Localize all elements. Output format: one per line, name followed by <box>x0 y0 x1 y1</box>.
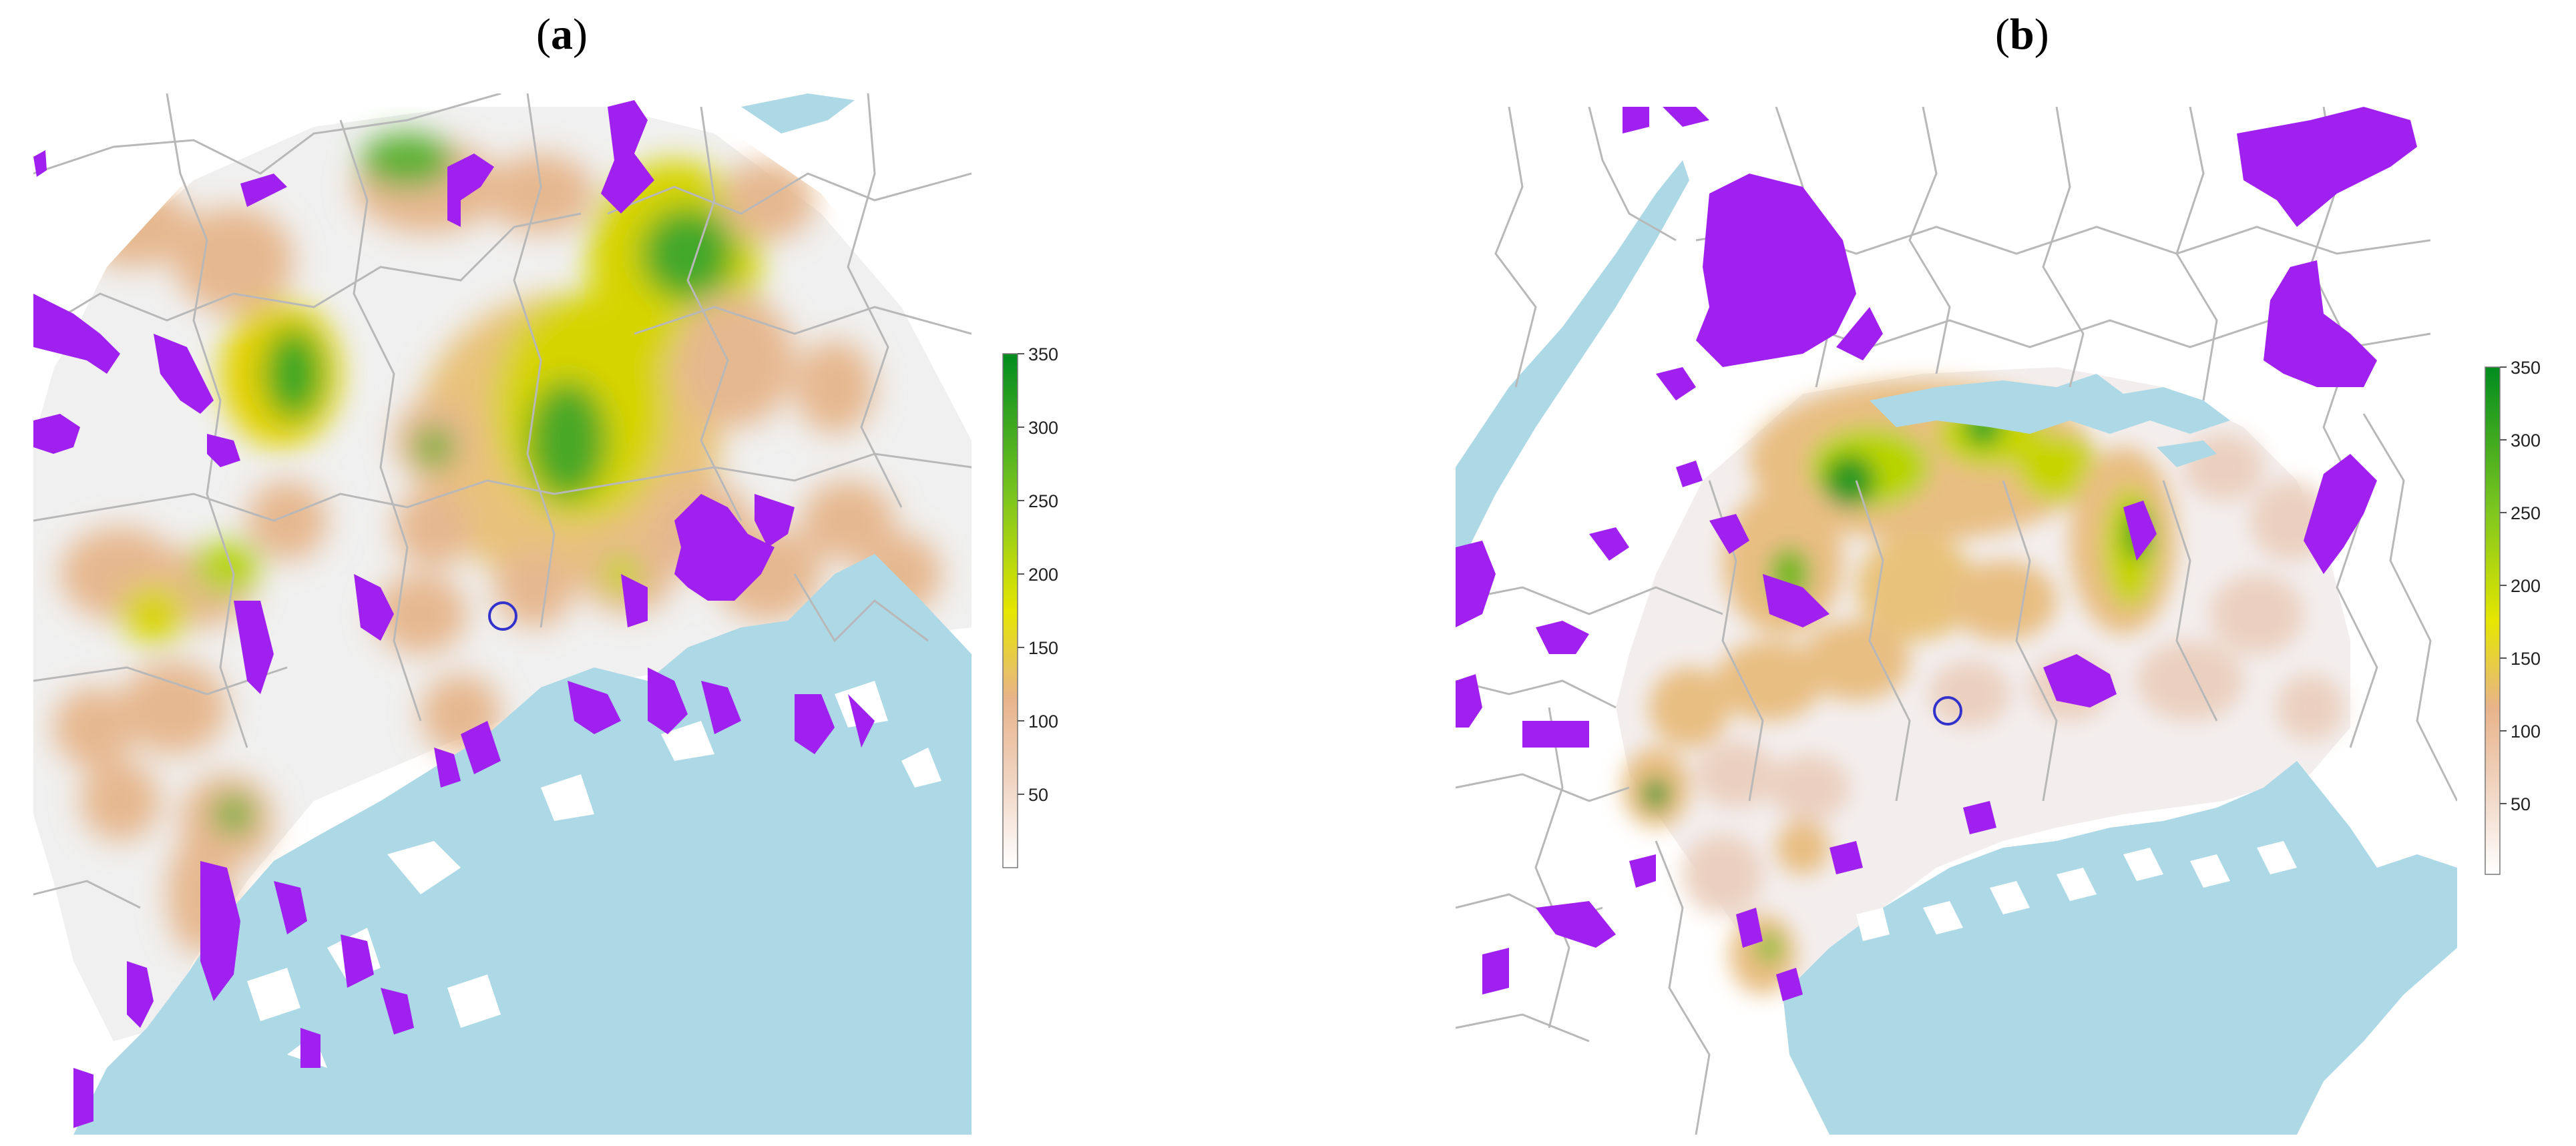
map-a <box>33 93 972 1135</box>
legend-color-bar <box>2485 366 2501 875</box>
sea-inlet <box>741 93 855 133</box>
legend-tick-label: 200 <box>1028 565 1058 585</box>
legend-tick-label: 150 <box>1028 638 1058 658</box>
legend-tick-label: 100 <box>1028 711 1058 732</box>
station-marker-a <box>488 601 517 631</box>
protected-areas <box>33 100 875 1128</box>
lake-2 <box>2157 441 2217 467</box>
admin-boundaries <box>33 93 972 909</box>
legend-tick-label: 300 <box>2511 431 2541 451</box>
legend-b: 350 300 250 200 150 100 50 <box>2485 360 2541 875</box>
panel-label-b: (b) <box>1995 10 2049 59</box>
protected-areas <box>1456 107 2417 1001</box>
station-marker-b <box>1933 696 1962 726</box>
legend-color-bar <box>1002 353 1018 868</box>
legend-tick-label: 150 <box>2511 649 2541 669</box>
legend-tick-label: 350 <box>1028 347 1058 364</box>
islands <box>1856 841 2297 941</box>
legend-tick-label: 100 <box>2511 722 2541 742</box>
legend-ticks <box>2500 366 2507 804</box>
legend-tick-label: 50 <box>2511 794 2531 814</box>
lake <box>1870 374 2230 434</box>
legend-tick-label: 200 <box>2511 576 2541 596</box>
legend-tick-label: 300 <box>1028 418 1058 438</box>
legend-a: 350 300 250 200 150 100 50 <box>1002 347 1058 868</box>
sea-area <box>73 554 972 1135</box>
legend-tick-label: 250 <box>1028 491 1058 511</box>
legend-tick-label: 350 <box>2511 360 2541 378</box>
sea-area <box>1456 160 1689 587</box>
map-b <box>1456 107 2457 1135</box>
panel-label-a: (a) <box>536 10 588 59</box>
legend-tick-label: 50 <box>1028 785 1048 805</box>
legend-tick-label: 250 <box>2511 503 2541 523</box>
no-data-areas <box>33 93 972 1135</box>
legend-ticks <box>1018 353 1024 795</box>
